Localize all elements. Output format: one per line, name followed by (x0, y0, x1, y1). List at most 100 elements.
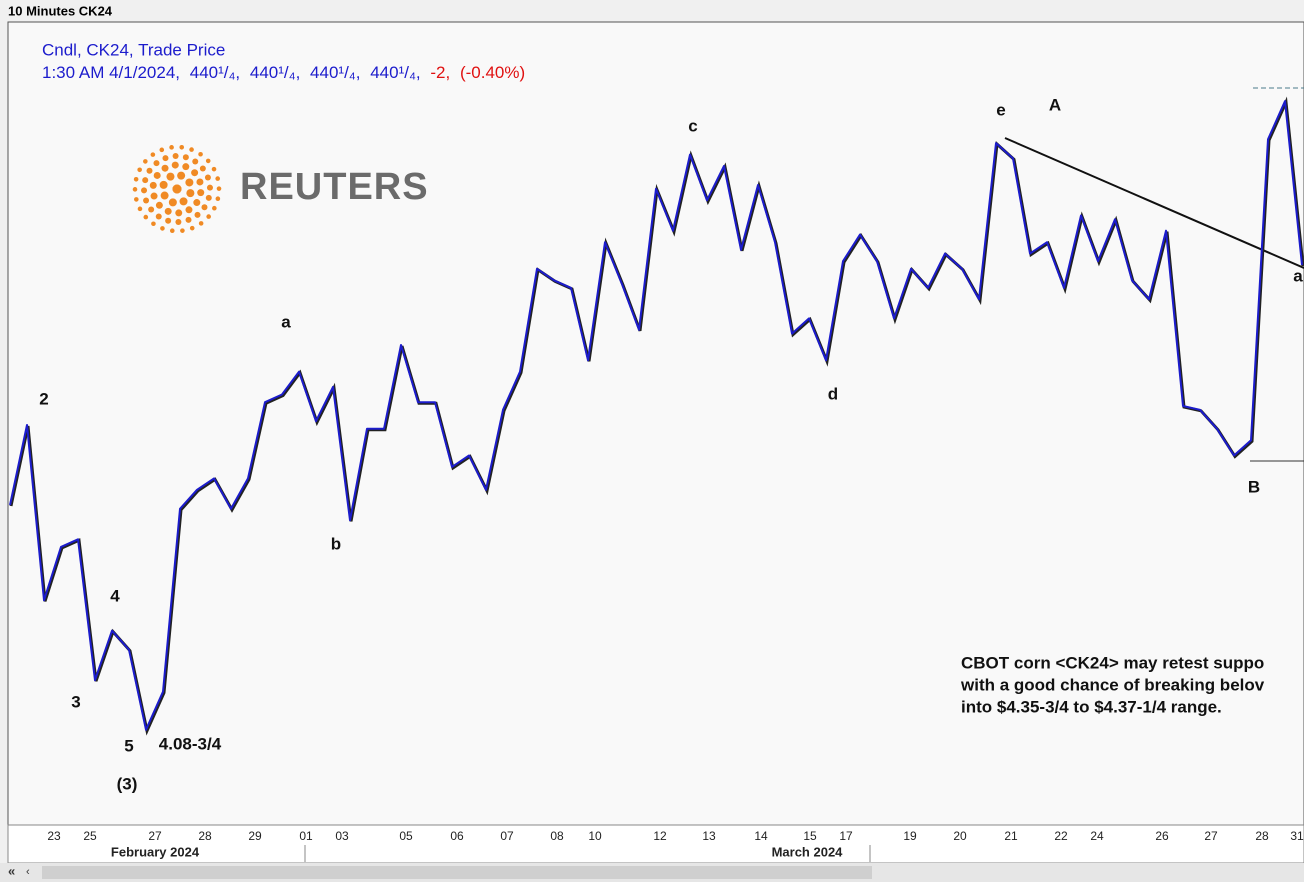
logo-dot (165, 217, 172, 224)
logo-dot (171, 161, 179, 169)
wave-label: 4 (110, 586, 120, 605)
logo-dot (133, 176, 139, 182)
month-label: March 2024 (772, 844, 844, 859)
x-tick-label: 24 (1090, 829, 1104, 843)
logo-dot (155, 201, 163, 209)
wave-label: 3 (71, 692, 80, 711)
logo-dot (192, 158, 199, 165)
x-tick-label: 01 (299, 829, 313, 843)
x-tick-label: 19 (903, 829, 917, 843)
logo-dot (149, 181, 157, 189)
logo-dot (172, 184, 182, 194)
logo-dot (150, 152, 156, 157)
x-tick-label: 31 (1290, 829, 1304, 843)
price-line (9, 100, 1303, 731)
logo-dot (164, 207, 172, 215)
logo-dot (162, 155, 169, 162)
logo-dot (161, 164, 169, 172)
logo-dot (143, 159, 148, 164)
logo-dot (175, 209, 183, 217)
logo-dot (185, 206, 193, 214)
legend-open: 440¹/₄, (190, 63, 240, 82)
legend-series: Cndl, CK24, Trade Price (42, 40, 225, 59)
x-tick-label: 28 (1255, 829, 1269, 843)
logo-dot (197, 189, 205, 197)
legend-change: -2, (430, 63, 450, 82)
logo-dot (177, 171, 186, 180)
x-tick-label: 08 (550, 829, 564, 843)
x-tick-label: 25 (83, 829, 97, 843)
logo-dot (159, 180, 168, 189)
x-tick-label: 17 (839, 829, 853, 843)
scroll-left[interactable]: « (8, 863, 15, 878)
wave-label: a (281, 312, 291, 331)
wave-label: a (1293, 266, 1303, 285)
logo-dot (160, 226, 165, 231)
trend-line (1004, 137, 1304, 269)
window-title: 10 Minutes CK24 (8, 3, 113, 18)
x-tick-label: 14 (754, 829, 768, 843)
logo-dot (169, 145, 174, 150)
wave-label: (3) (117, 774, 138, 793)
logo-dot (194, 211, 201, 218)
logo-dot (168, 198, 177, 207)
x-tick-label: 28 (198, 829, 212, 843)
logo-dot (199, 165, 206, 172)
legend-high: 440¹/₄, (250, 63, 300, 82)
x-tick-label: 22 (1054, 829, 1068, 843)
legend-change-pct: (-0.40%) (460, 63, 525, 82)
logo-dot (166, 172, 175, 181)
logo-dot (146, 167, 153, 174)
plot-area (7, 21, 1304, 826)
x-tick-label: 23 (47, 829, 61, 843)
logo-dot (215, 196, 221, 202)
logo-dot (175, 218, 182, 225)
logo-dot (137, 206, 143, 212)
x-tick-label: 27 (1204, 829, 1218, 843)
wave-label: e (996, 100, 1005, 119)
logo-dot (216, 186, 222, 191)
logo-dot (186, 189, 195, 198)
title-bar (0, 0, 1304, 22)
logo-dot (134, 197, 139, 202)
scroll-step[interactable]: ‹ (26, 866, 30, 878)
logo-dot (185, 178, 194, 187)
x-axis-area (7, 824, 1304, 864)
logo-dot (153, 171, 161, 179)
logo-dot (185, 216, 192, 223)
logo-dot (206, 184, 213, 191)
x-tick-label: 26 (1155, 829, 1169, 843)
month-label: February 2024 (111, 844, 200, 859)
logo-dot (211, 166, 217, 172)
x-tick-label: 20 (953, 829, 967, 843)
logo-dot (191, 169, 199, 177)
x-tick-label: 15 (803, 829, 817, 843)
logo-dot (182, 163, 190, 171)
logo-dot (193, 199, 201, 207)
logo-dot (160, 191, 169, 200)
logo-dot (196, 178, 204, 186)
logo-dot (206, 214, 211, 219)
wave-label: 5 (124, 736, 133, 755)
logo-dot (148, 206, 155, 213)
logo-mark (132, 144, 222, 234)
logo-dot (151, 221, 156, 227)
wave-label: B (1248, 477, 1260, 496)
logo-dot (215, 176, 220, 181)
x-tick-label: 10 (588, 829, 602, 843)
wave-label: 4.08-3/4 (159, 734, 222, 753)
x-tick-label: 03 (335, 829, 349, 843)
x-tick-label: 07 (500, 829, 514, 843)
x-tick-label: 06 (450, 829, 464, 843)
x-tick-label: 27 (148, 829, 162, 843)
logo-dot (201, 204, 208, 211)
comment-line: into $4.35-3/4 to $4.37-1/4 range. (961, 697, 1222, 716)
logo-dot (179, 197, 188, 206)
legend-close: 440¹/₄, (370, 63, 420, 82)
wave-label: 2 (39, 389, 48, 408)
logo-dot (137, 167, 142, 173)
comment-line: CBOT corn <CK24> may retest suppo (961, 653, 1264, 672)
logo-dot (159, 147, 165, 153)
scrollbar-thumb[interactable] (42, 866, 872, 879)
